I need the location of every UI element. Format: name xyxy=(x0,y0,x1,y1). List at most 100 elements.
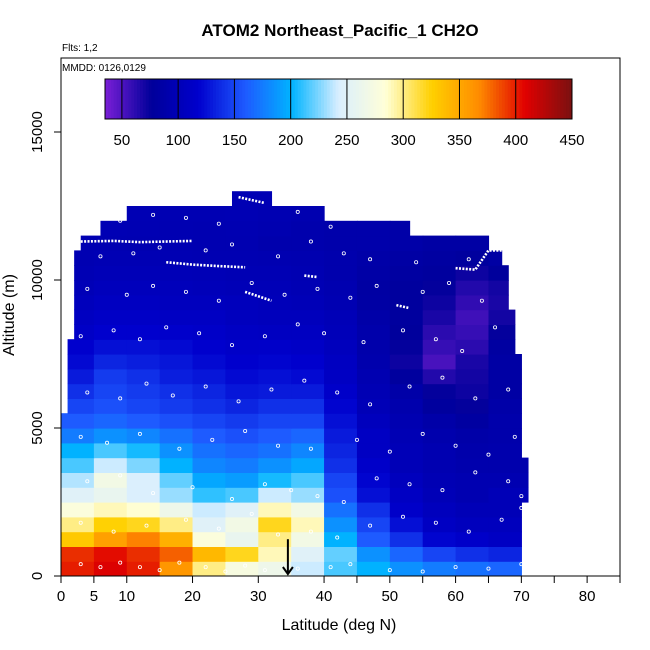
heatmap-cell xyxy=(488,398,522,414)
heatmap-cell xyxy=(389,294,424,311)
sample-point xyxy=(236,399,241,404)
heatmap-cell xyxy=(389,324,424,340)
colorbar-segment xyxy=(490,79,494,119)
flights-note: Flts: 1,2 xyxy=(62,43,98,54)
heatmap-cell xyxy=(159,413,194,429)
sample-point xyxy=(328,565,333,570)
heatmap-cell xyxy=(389,413,424,429)
heatmap-cell xyxy=(159,309,194,325)
colorbar-segment xyxy=(370,79,375,119)
sample-point xyxy=(341,251,346,256)
sample-point xyxy=(157,568,162,573)
sample-point xyxy=(124,292,129,297)
heatmap-cell xyxy=(93,561,128,576)
heatmap-cell xyxy=(192,472,227,488)
colorbar-tick-label: 50 xyxy=(114,132,131,149)
flight-track xyxy=(166,260,246,269)
colorbar-segment xyxy=(227,79,232,119)
heatmap-cell xyxy=(356,368,391,385)
y-tick-label: 10000 xyxy=(29,259,46,301)
heatmap-cell xyxy=(192,265,227,281)
heatmap-cell xyxy=(192,561,227,576)
colorbar-segment xyxy=(408,79,412,119)
sample-point xyxy=(269,387,274,392)
colorbar-segment xyxy=(341,79,345,119)
down-arrow-icon xyxy=(282,566,294,576)
sample-point xyxy=(262,568,267,573)
colorbar-segment xyxy=(323,79,328,119)
sample-point xyxy=(249,511,254,516)
heatmap-cell xyxy=(225,206,259,222)
heatmap-cell xyxy=(192,368,227,385)
colorbar-segment xyxy=(364,79,369,119)
heatmap-cell xyxy=(192,383,227,399)
sample-point xyxy=(308,446,313,451)
colorbar-segment xyxy=(224,79,229,119)
colorbar-segment xyxy=(443,79,447,119)
heatmap-cell xyxy=(488,250,503,266)
colorbar-segment xyxy=(180,79,185,119)
heatmap-cell xyxy=(291,383,325,399)
sample-point xyxy=(203,384,208,389)
sample-point xyxy=(190,485,195,490)
sample-point xyxy=(368,402,373,407)
heatmap-cell xyxy=(159,502,194,518)
heatmap-cell xyxy=(291,502,325,518)
heatmap-cell xyxy=(356,398,391,414)
colorbar-segment xyxy=(551,79,555,119)
heatmap-cell xyxy=(192,531,227,547)
heatmap-cell xyxy=(356,502,391,518)
colorbar-tick-label: 450 xyxy=(559,132,584,149)
sample-point xyxy=(85,286,90,291)
heatmap-cell xyxy=(93,354,128,370)
heatmap-cell xyxy=(192,339,227,355)
sample-point xyxy=(315,286,320,291)
sample-point xyxy=(216,526,221,531)
heatmap-cell xyxy=(67,398,95,414)
heatmap-cell xyxy=(74,265,95,281)
heatmap-cell xyxy=(389,339,424,355)
colorbar-segment xyxy=(256,79,261,119)
colorbar-segment xyxy=(566,79,570,119)
y-tick-label: 5000 xyxy=(29,411,46,444)
heatmap-cell xyxy=(356,413,391,429)
sample-point xyxy=(473,470,478,475)
colorbar-segment xyxy=(291,79,296,119)
heatmap-cell xyxy=(61,457,95,473)
heatmap-cell xyxy=(455,472,490,488)
colorbar-tick-label: 250 xyxy=(334,132,359,149)
heatmap-cell xyxy=(291,442,325,459)
heatmap-cell xyxy=(488,457,529,473)
sample-point xyxy=(118,218,123,223)
heatmap-cell xyxy=(100,220,128,237)
colorbar-segment xyxy=(399,79,404,119)
sample-point xyxy=(433,337,438,342)
sample-point xyxy=(354,437,359,442)
sample-point xyxy=(105,440,110,445)
heatmap-cell xyxy=(291,220,325,237)
heatmap-cell xyxy=(159,561,194,576)
heatmap-cell xyxy=(324,472,358,488)
colorbar-segment xyxy=(145,79,150,119)
colorbar-segment xyxy=(110,79,115,119)
heatmap-cell xyxy=(93,442,128,459)
colorbar-segment xyxy=(344,79,348,119)
colorbar-segment xyxy=(388,79,392,119)
colorbar-segment xyxy=(248,79,252,119)
sample-point xyxy=(453,443,458,448)
heatmap-cell xyxy=(74,324,95,340)
colorbar-segment xyxy=(539,79,544,119)
sample-point xyxy=(348,562,353,567)
heatmap-cell xyxy=(61,428,95,444)
heatmap-cell xyxy=(126,398,161,414)
heatmap-cell xyxy=(225,561,259,576)
heatmap-cell xyxy=(61,442,95,459)
colorbar-segment xyxy=(125,79,129,119)
sample-point xyxy=(368,523,373,528)
colorbar-segment xyxy=(335,79,339,119)
colorbar-segment xyxy=(215,79,220,119)
colorbar-segment xyxy=(563,79,567,119)
colorbar: 50 100 150 200 250 300 350 400 450 xyxy=(104,78,585,149)
sample-point xyxy=(223,569,228,574)
heatmap-cell xyxy=(356,280,391,296)
